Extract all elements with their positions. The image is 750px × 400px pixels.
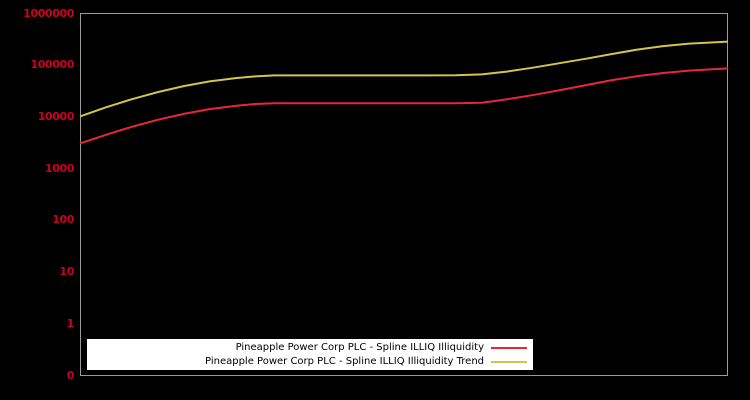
legend-color-swatch-icon (491, 360, 527, 363)
y-axis-tick-label: 1000 (44, 161, 74, 175)
y-axis-tick-label: 100000 (30, 58, 74, 72)
plot-area (80, 13, 728, 376)
y-axis-tick-label: 0 (66, 368, 75, 382)
y-axis-tick-labels: 1000000 100000 10000 1000 100 10 1 0 (0, 0, 74, 400)
chart-legend[interactable]: Pineapple Power Corp PLC - Spline ILLIQ … (87, 339, 533, 370)
y-axis-tick-label: 1000000 (23, 6, 74, 20)
y-axis-tick-label: 10000 (37, 109, 75, 123)
y-axis-tick-label: 100 (52, 213, 74, 227)
legend-item-label: Pineapple Power Corp PLC - Spline ILLIQ … (205, 355, 484, 367)
legend-color-swatch-icon (491, 346, 527, 349)
legend-item[interactable]: Pineapple Power Corp PLC - Spline ILLIQ … (87, 355, 527, 369)
y-axis-tick-label: 10 (59, 265, 74, 278)
legend-item-label: Pineapple Power Corp PLC - Spline ILLIQ … (235, 341, 484, 353)
legend-item[interactable]: Pineapple Power Corp PLC - Spline ILLIQ … (87, 341, 527, 355)
y-axis-tick-label: 1 (66, 316, 75, 330)
